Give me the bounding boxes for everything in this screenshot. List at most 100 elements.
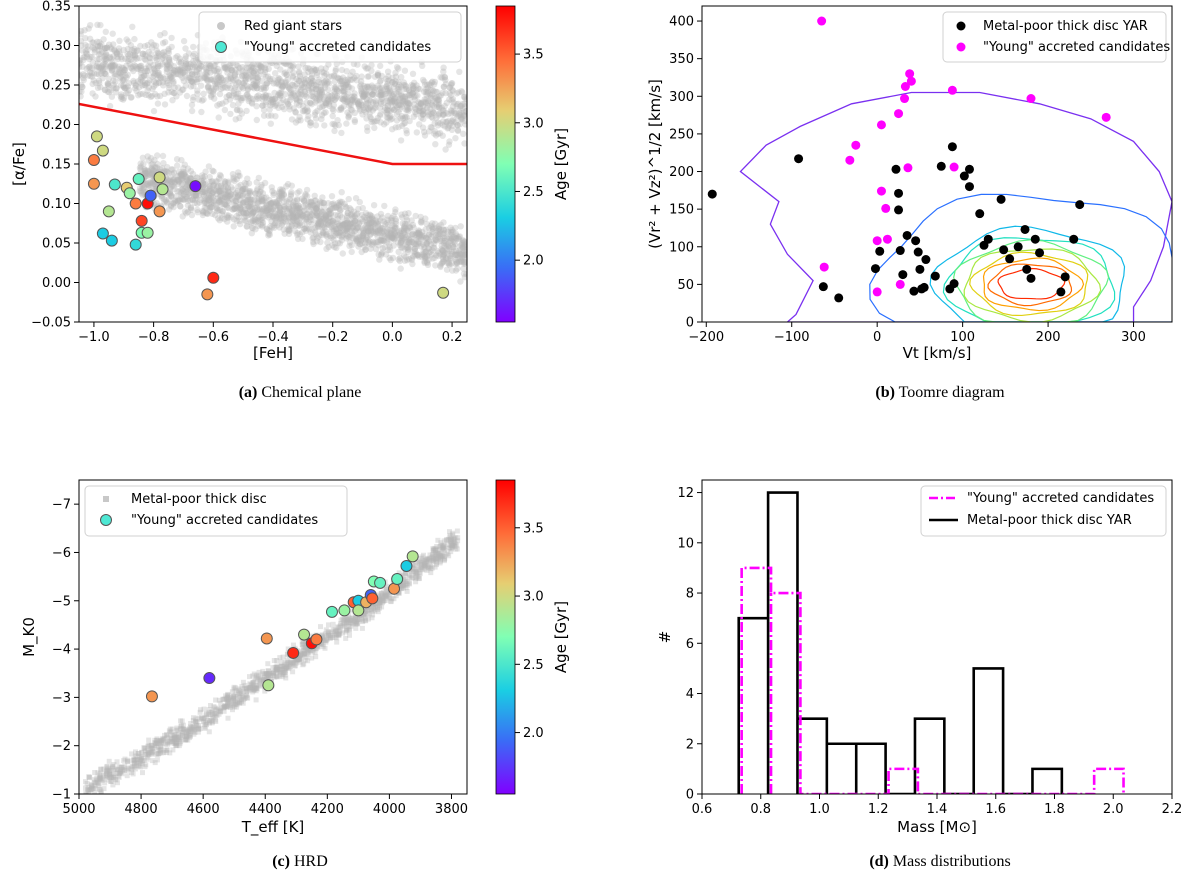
red-giant-star — [176, 65, 183, 73]
red-giant-star — [340, 87, 347, 94]
red-giant-star — [445, 141, 453, 148]
thick-disc-star — [313, 654, 319, 660]
red-giant-star — [193, 76, 200, 83]
mass-ytick-label: 4 — [686, 687, 694, 702]
red-giant-star — [197, 82, 205, 89]
red-giant-star — [164, 79, 171, 87]
red-giant-star — [353, 72, 360, 80]
thick-disc-star — [153, 741, 159, 747]
red-giant-star — [442, 109, 450, 117]
red-giant-star — [97, 83, 104, 91]
red-giant-star — [273, 80, 280, 87]
red-giant-star — [324, 78, 331, 86]
red-giant-star — [131, 56, 138, 63]
red-giant-star — [276, 90, 284, 97]
red-giant-star — [355, 100, 362, 108]
red-giant-star — [402, 233, 410, 241]
red-giant-star — [331, 78, 338, 85]
red-giant-star — [442, 80, 450, 88]
red-giant-star — [304, 107, 312, 114]
red-giant-star — [393, 117, 401, 124]
red-giant-star — [399, 97, 407, 104]
red-giant-star — [358, 101, 366, 109]
red-giant-star — [436, 110, 443, 117]
thick-disc-star — [327, 636, 333, 641]
thick-disc-star — [230, 703, 236, 709]
red-giant-star — [434, 248, 442, 255]
red-giant-star — [460, 112, 467, 120]
red-giant-star — [107, 87, 115, 94]
red-giant-star — [204, 77, 212, 85]
thick-disc-star — [439, 553, 445, 559]
red-giant-star — [170, 78, 177, 85]
red-giant-star — [303, 93, 310, 100]
red-giant-star — [239, 72, 246, 79]
red-giant-star — [440, 83, 447, 90]
red-giant-star — [278, 78, 285, 85]
red-giant-star — [365, 73, 372, 80]
red-giant-star — [242, 76, 249, 83]
red-giant-star — [276, 94, 283, 101]
red-giant-star — [236, 85, 243, 93]
chemical-plane-xtick-label: 0.2 — [442, 330, 463, 345]
red-giant-star — [279, 83, 286, 90]
accreted-candidate-point — [876, 186, 886, 196]
toomre-xtick-label: 200 — [1036, 330, 1061, 345]
red-giant-star — [455, 89, 462, 96]
red-giant-star — [123, 36, 130, 43]
red-giant-star — [112, 85, 120, 92]
red-giant-star — [355, 236, 362, 244]
red-giant-star — [322, 77, 330, 84]
red-giant-star — [454, 113, 461, 120]
thick-disc-star — [169, 739, 175, 745]
red-giant-star — [94, 60, 101, 67]
red-giant-star — [289, 72, 296, 80]
red-giant-star — [447, 107, 455, 114]
red-giant-star — [400, 86, 408, 93]
red-giant-star — [117, 82, 125, 89]
red-giant-star — [105, 75, 113, 83]
red-giant-star — [318, 88, 326, 95]
red-giant-star — [86, 63, 93, 70]
red-giant-star — [451, 109, 458, 116]
red-giant-star — [86, 55, 93, 63]
red-giant-star — [313, 81, 320, 89]
red-giant-star — [384, 94, 391, 102]
red-giant-star — [260, 84, 268, 91]
chemical-plane-colorbar-tick-label: 3.5 — [523, 48, 544, 63]
red-giant-star — [137, 69, 145, 77]
red-giant-star — [413, 111, 420, 118]
red-giant-star — [104, 80, 111, 87]
chemical-plane-ytick-label: 0.10 — [42, 197, 71, 212]
red-giant-star — [361, 63, 368, 70]
red-giant-star — [89, 90, 96, 97]
red-giant-star — [148, 92, 156, 100]
thick-disc-star — [347, 632, 352, 638]
red-giant-star — [272, 113, 279, 120]
red-giant-star — [120, 46, 127, 54]
red-giant-star — [430, 109, 437, 117]
accreted-candidate-point — [87, 154, 100, 167]
red-giant-star — [240, 80, 247, 87]
red-giant-star — [404, 100, 412, 107]
red-giant-star — [146, 54, 153, 61]
red-giant-star — [431, 120, 438, 127]
red-giant-star — [340, 83, 347, 90]
accreted-candidate-point — [338, 604, 351, 617]
red-giant-star — [337, 78, 344, 85]
red-giant-star — [284, 82, 291, 89]
red-giant-star — [431, 254, 438, 262]
red-giant-star — [244, 93, 252, 100]
red-giant-star — [115, 45, 123, 52]
red-giant-star — [286, 97, 294, 104]
red-giant-star — [155, 50, 162, 57]
accreted-candidate-point — [876, 120, 886, 130]
red-giant-star — [378, 72, 385, 80]
thick-disc-star — [146, 737, 152, 743]
red-giant-star — [131, 35, 138, 43]
red-giant-star — [273, 100, 280, 107]
red-giant-star — [242, 69, 249, 76]
red-giant-star — [191, 63, 199, 70]
red-giant-star — [169, 66, 177, 74]
red-giant-star — [121, 85, 129, 92]
